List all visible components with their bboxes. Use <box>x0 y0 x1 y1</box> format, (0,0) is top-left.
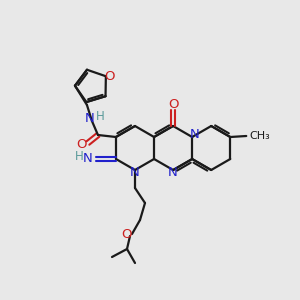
Text: CH₃: CH₃ <box>249 131 270 141</box>
Text: O: O <box>105 70 115 83</box>
Text: N: N <box>168 166 178 178</box>
Text: O: O <box>122 229 132 242</box>
Text: H: H <box>75 149 83 163</box>
Text: N: N <box>130 166 140 178</box>
Text: N: N <box>85 112 95 125</box>
Text: H: H <box>96 110 104 122</box>
Text: N: N <box>189 128 199 142</box>
Text: O: O <box>168 98 178 110</box>
Text: N: N <box>83 152 93 166</box>
Text: O: O <box>77 137 87 151</box>
